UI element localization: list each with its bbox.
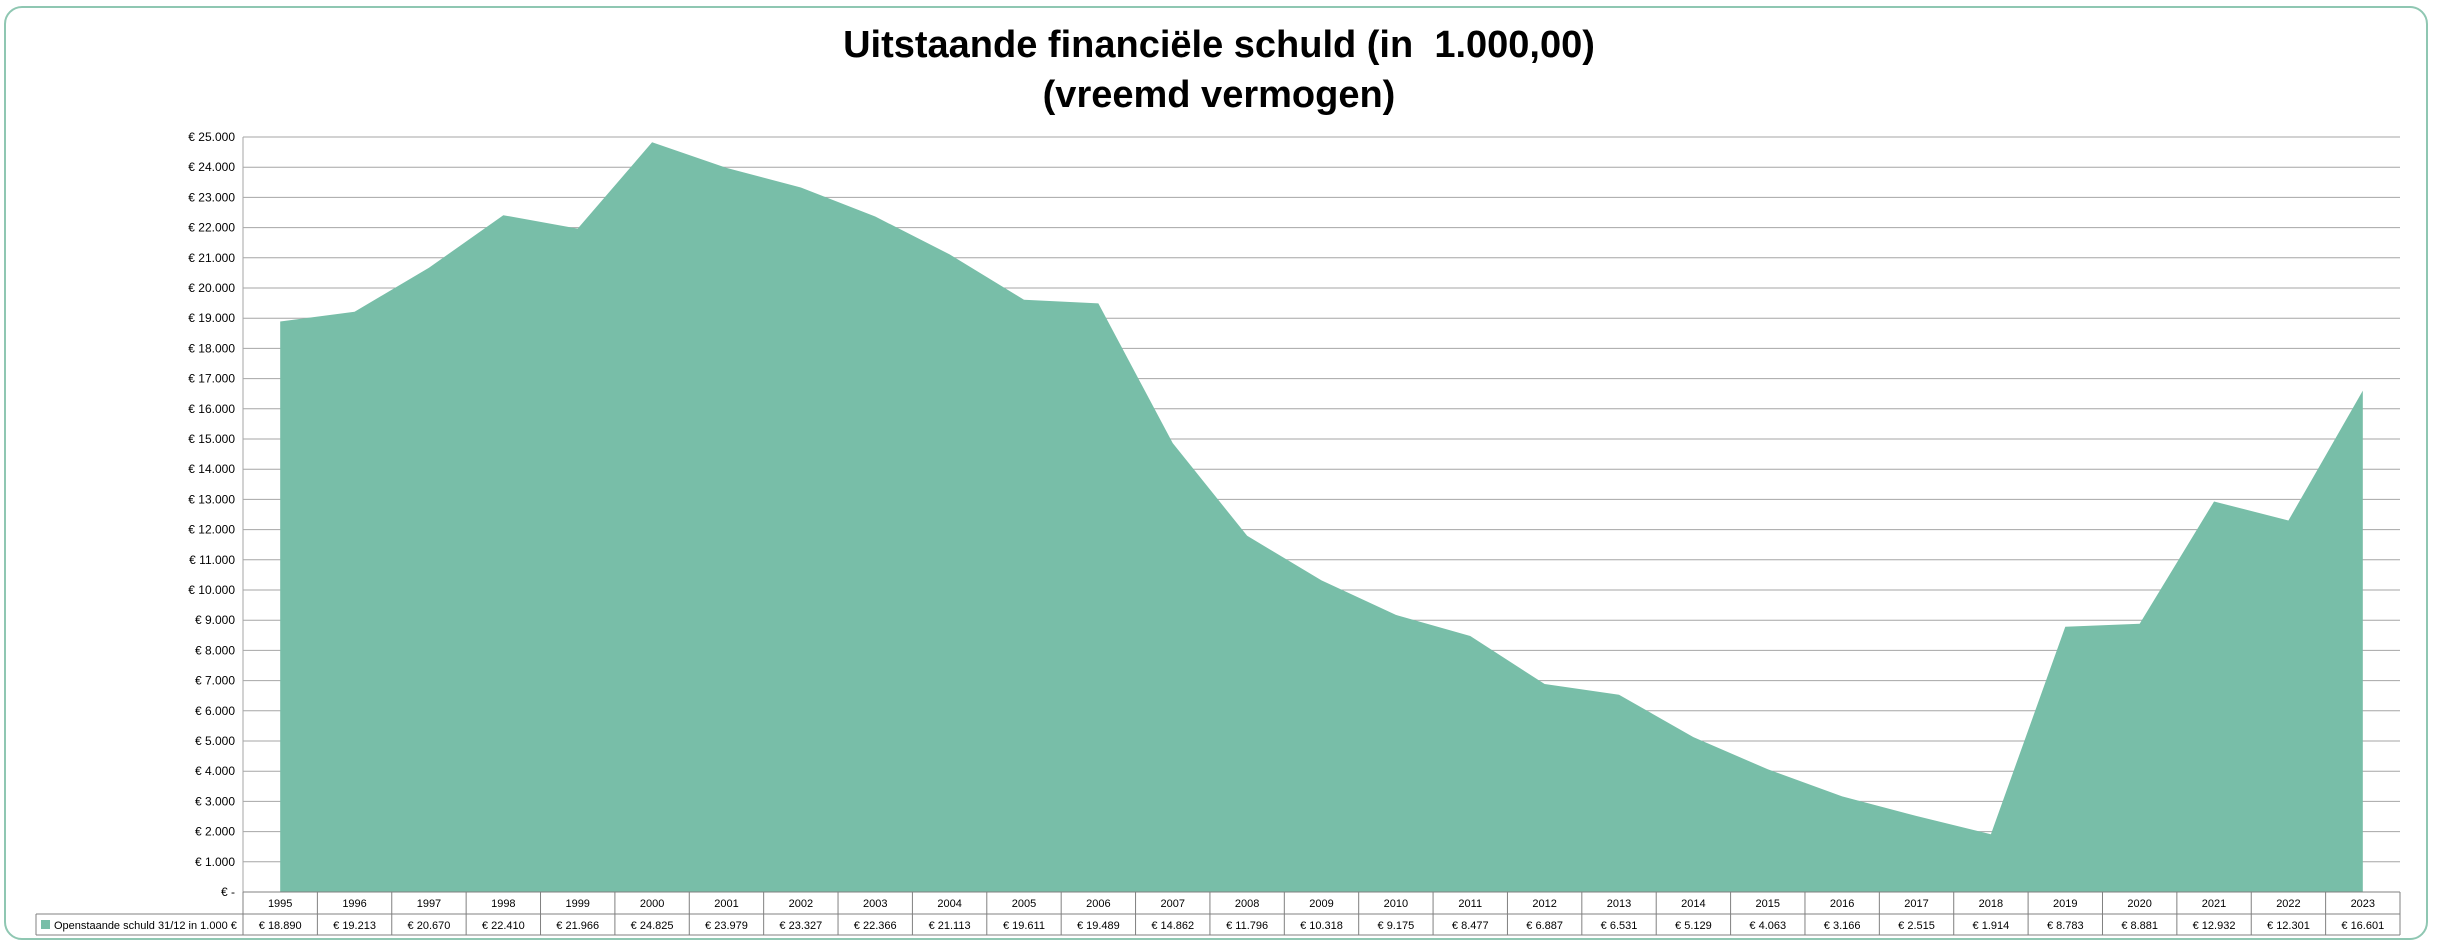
y-tick-label: € 15.000: [188, 432, 235, 446]
data-label: € 6.531: [1601, 920, 1638, 932]
y-tick-label: € 16.000: [188, 402, 235, 416]
data-label: € 12.301: [2267, 920, 2310, 932]
y-tick-label: € 14.000: [188, 462, 235, 476]
y-tick-label: € 8.000: [195, 643, 235, 657]
x-category-label: 2016: [1830, 898, 1854, 910]
x-category-label: 1995: [268, 898, 292, 910]
y-tick-label: € 5.000: [195, 734, 235, 748]
data-label: € 16.601: [2341, 920, 2384, 932]
y-tick-label: € 17.000: [188, 372, 235, 386]
x-category-label: 2002: [789, 898, 813, 910]
y-tick-label: € 4.000: [195, 764, 235, 778]
data-label: € 24.825: [631, 920, 674, 932]
y-tick-label: € 11.000: [189, 553, 235, 567]
y-tick-label: € -: [221, 885, 235, 899]
x-category-label: 2013: [1607, 898, 1631, 910]
x-category-label: 2004: [937, 898, 961, 910]
y-tick-label: € 23.000: [188, 190, 235, 204]
x-category-label: 2022: [2276, 898, 2300, 910]
x-category-label: 2009: [1309, 898, 1333, 910]
y-axis: € - € 1.000 € 2.000 € 3.000 € 4.000 € 5.000 € …: [188, 130, 244, 899]
data-label: € 6.887: [1526, 920, 1563, 932]
y-tick-label: € 10.000: [188, 583, 235, 597]
series-area-fill: [280, 142, 2363, 892]
legend-swatch: [41, 920, 50, 929]
data-label: € 10.318: [1300, 920, 1343, 932]
data-label: € 20.670: [408, 920, 451, 932]
x-category-label: 2019: [2053, 898, 2077, 910]
x-category-label: 2017: [1904, 898, 1928, 910]
x-category-label: 2008: [1235, 898, 1259, 910]
y-tick-label: € 1.000: [195, 855, 235, 869]
x-category-label: 2012: [1532, 898, 1556, 910]
y-tick-label: € 7.000: [195, 674, 235, 688]
data-label: € 23.327: [779, 920, 822, 932]
data-label: € 2.515: [1898, 920, 1935, 932]
x-category-label: 2020: [2127, 898, 2151, 910]
data-label: € 4.063: [1749, 920, 1786, 932]
x-category-label: 2010: [1384, 898, 1408, 910]
x-category-label: 2023: [2351, 898, 2375, 910]
y-tick-label: € 12.000: [188, 523, 235, 537]
y-tick-label: € 25.000: [188, 130, 235, 144]
data-label: € 19.489: [1077, 920, 1120, 932]
data-label: € 14.862: [1151, 920, 1194, 932]
data-label: € 18.890: [259, 920, 302, 932]
x-category-label: 1998: [491, 898, 515, 910]
data-label: € 23.979: [705, 920, 748, 932]
x-category-label: 2003: [863, 898, 887, 910]
y-tick-label: € 19.000: [188, 311, 235, 325]
data-label: € 5.129: [1675, 920, 1712, 932]
y-tick-label: € 13.000: [188, 492, 235, 506]
y-tick-label: € 6.000: [195, 704, 235, 718]
y-tick-label: € 21.000: [188, 251, 235, 265]
data-label: € 11.796: [1226, 920, 1268, 932]
x-category-label: 1997: [417, 898, 441, 910]
y-tick-label: € 9.000: [195, 613, 235, 627]
data-label: € 22.410: [482, 920, 525, 932]
legend-entry: Openstaande schuld 31/12 in 1.000 €: [54, 920, 237, 932]
data-label: € 3.166: [1824, 920, 1861, 932]
data-label: € 19.213: [333, 920, 376, 932]
data-label: € 19.611: [1003, 920, 1045, 932]
x-category-label: 2001: [714, 898, 738, 910]
x-category-label: 2011: [1458, 898, 1482, 910]
data-label: € 12.932: [2193, 920, 2236, 932]
x-category-label: 1999: [565, 898, 589, 910]
x-category-label: 2007: [1160, 898, 1184, 910]
data-label: € 21.113: [929, 920, 971, 932]
data-label: € 1.914: [1973, 920, 2010, 932]
data-label: € 22.366: [854, 920, 897, 932]
data-label: € 21.966: [556, 920, 599, 932]
x-category-label: 2005: [1012, 898, 1036, 910]
x-category-label: 2006: [1086, 898, 1110, 910]
data-label: € 8.477: [1452, 920, 1489, 932]
x-category-label: 2015: [1756, 898, 1780, 910]
data-table: 1995 1996 1997 1998 1999 2000 2001 2002 2003 2004…: [35, 891, 2401, 936]
x-category-label: 2000: [640, 898, 664, 910]
chart-title-block: Uitstaande financiële schuld (in 1.000,0…: [0, 20, 2438, 120]
y-tick-label: € 18.000: [188, 341, 235, 355]
y-tick-label: € 3.000: [195, 794, 235, 808]
y-tick-label: € 2.000: [195, 825, 235, 839]
x-category-label: 2014: [1681, 898, 1705, 910]
data-label: € 8.783: [2047, 920, 2084, 932]
y-tick-label: € 24.000: [188, 160, 235, 174]
data-label: € 9.175: [1378, 920, 1415, 932]
y-tick-label: € 22.000: [188, 221, 235, 235]
x-category-label: 2018: [1979, 898, 2003, 910]
chart-title: Uitstaande financiële schuld (in 1.000,0…: [843, 24, 1595, 66]
x-category-label: 1996: [342, 898, 366, 910]
x-category-label: 2021: [2202, 898, 2226, 910]
y-tick-label: € 20.000: [188, 281, 235, 295]
series-area: [280, 142, 2363, 892]
data-label: € 8.881: [2121, 920, 2158, 932]
chart-subtitle: (vreemd vermogen): [1042, 74, 1396, 116]
